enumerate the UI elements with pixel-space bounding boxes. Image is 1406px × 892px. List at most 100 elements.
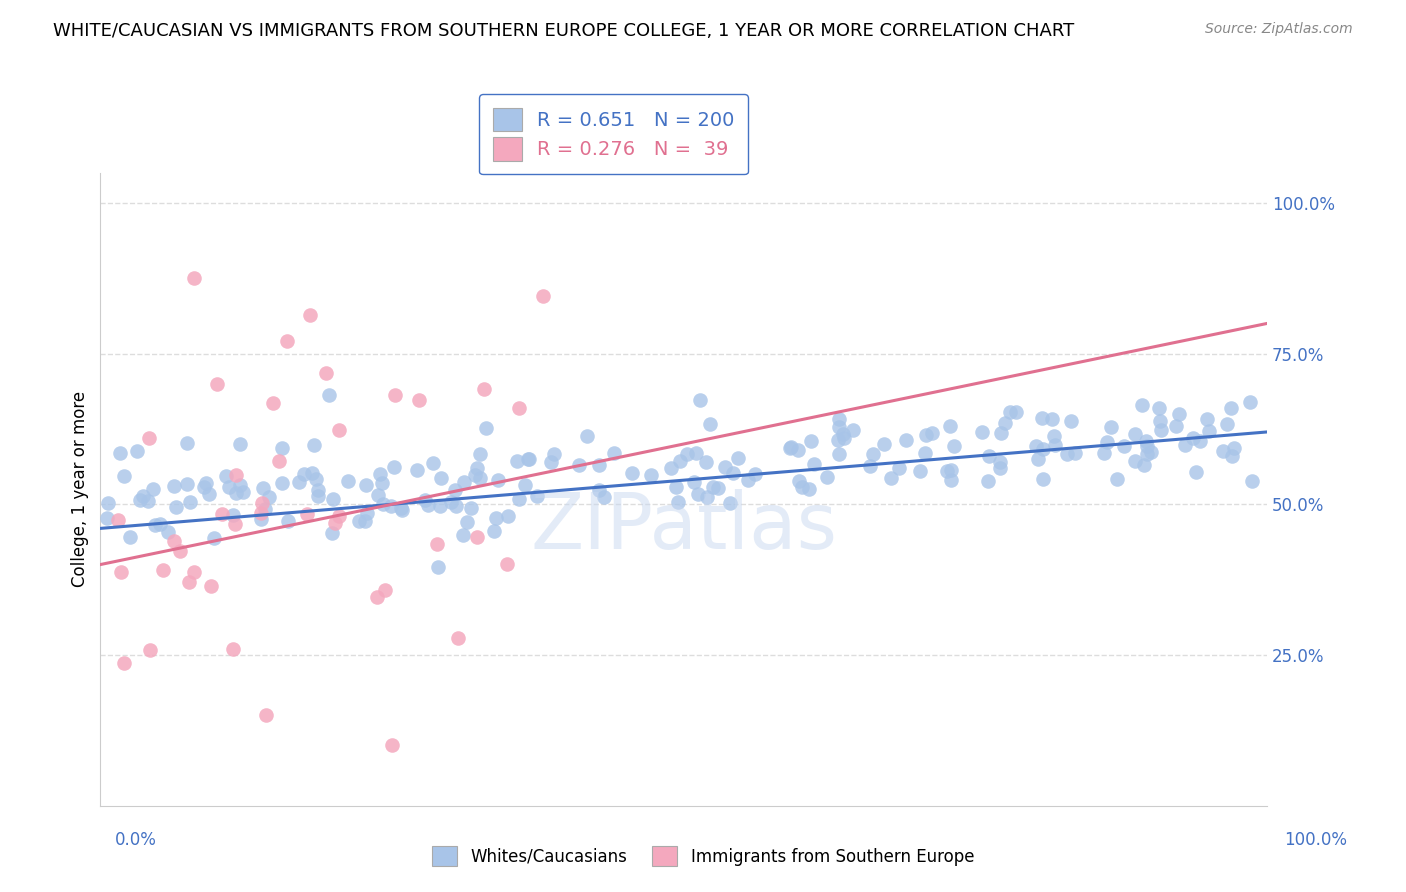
Point xyxy=(277,514,299,528)
Point xyxy=(368,467,391,481)
Point xyxy=(301,466,323,480)
Point xyxy=(977,474,1000,488)
Point xyxy=(218,480,240,494)
Point xyxy=(718,496,741,510)
Point xyxy=(1198,424,1220,438)
Point xyxy=(1220,401,1243,416)
Point xyxy=(138,431,160,445)
Point xyxy=(472,382,495,396)
Point xyxy=(659,460,682,475)
Point xyxy=(790,480,813,494)
Point xyxy=(429,499,451,513)
Point xyxy=(699,417,721,431)
Point xyxy=(381,739,404,753)
Point xyxy=(179,574,201,589)
Point xyxy=(107,513,129,527)
Point xyxy=(323,516,346,531)
Point xyxy=(1216,417,1239,431)
Point xyxy=(453,475,475,490)
Point xyxy=(229,437,252,451)
Point xyxy=(800,434,823,449)
Point xyxy=(568,458,591,473)
Point xyxy=(1043,438,1066,452)
Point xyxy=(1133,458,1156,472)
Point xyxy=(1063,446,1085,460)
Point xyxy=(482,524,505,538)
Point xyxy=(200,579,222,593)
Text: 0.0%: 0.0% xyxy=(115,831,157,849)
Point xyxy=(588,458,610,472)
Point xyxy=(1060,414,1083,428)
Point xyxy=(307,489,329,503)
Point xyxy=(828,420,851,434)
Point xyxy=(943,439,966,453)
Point xyxy=(1099,419,1122,434)
Point xyxy=(349,515,371,529)
Point xyxy=(356,506,378,520)
Point xyxy=(786,442,808,457)
Point xyxy=(1056,447,1078,461)
Point xyxy=(780,441,803,455)
Point xyxy=(328,424,350,438)
Point xyxy=(1168,407,1191,421)
Point xyxy=(1147,401,1170,416)
Point xyxy=(666,494,689,508)
Point xyxy=(426,536,449,550)
Point xyxy=(207,376,229,391)
Point xyxy=(183,271,205,285)
Point xyxy=(486,473,509,487)
Point xyxy=(603,446,626,460)
Point xyxy=(696,490,718,504)
Text: WHITE/CAUCASIAN VS IMMIGRANTS FROM SOUTHERN EUROPE COLLEGE, 1 YEAR OR MORE CORRE: WHITE/CAUCASIAN VS IMMIGRANTS FROM SOUTH… xyxy=(53,22,1074,40)
Point xyxy=(689,393,711,408)
Point xyxy=(859,459,882,474)
Point xyxy=(543,447,565,461)
Point xyxy=(225,485,247,500)
Point xyxy=(1212,443,1234,458)
Point xyxy=(915,428,938,442)
Point xyxy=(132,489,155,503)
Point xyxy=(354,478,377,492)
Point xyxy=(193,480,215,494)
Point xyxy=(165,500,187,515)
Point xyxy=(485,511,508,525)
Point xyxy=(222,641,245,656)
Point xyxy=(873,436,896,450)
Point xyxy=(1042,429,1064,443)
Point xyxy=(222,508,245,523)
Point xyxy=(110,565,132,579)
Point xyxy=(531,289,554,303)
Point xyxy=(97,496,120,510)
Point xyxy=(1123,454,1146,468)
Point xyxy=(169,544,191,558)
Point xyxy=(990,425,1012,440)
Point xyxy=(702,480,724,494)
Point xyxy=(384,387,406,401)
Point xyxy=(380,499,402,513)
Point xyxy=(125,444,148,458)
Point xyxy=(322,491,344,506)
Point xyxy=(215,468,238,483)
Point xyxy=(827,433,849,447)
Point xyxy=(939,418,962,433)
Point xyxy=(1112,439,1135,453)
Point xyxy=(367,488,389,502)
Point xyxy=(149,516,172,531)
Point xyxy=(136,494,159,508)
Point xyxy=(444,483,467,498)
Point xyxy=(295,507,318,521)
Point xyxy=(1139,445,1161,459)
Point xyxy=(176,436,198,450)
Point xyxy=(468,447,491,461)
Point xyxy=(464,467,486,482)
Point xyxy=(249,506,271,520)
Point xyxy=(232,485,254,500)
Point xyxy=(513,478,536,492)
Point xyxy=(152,563,174,577)
Point xyxy=(271,476,294,491)
Point xyxy=(1123,426,1146,441)
Point xyxy=(1136,446,1159,460)
Point xyxy=(797,482,820,496)
Y-axis label: College, 1 year or more: College, 1 year or more xyxy=(72,392,89,587)
Point xyxy=(727,450,749,465)
